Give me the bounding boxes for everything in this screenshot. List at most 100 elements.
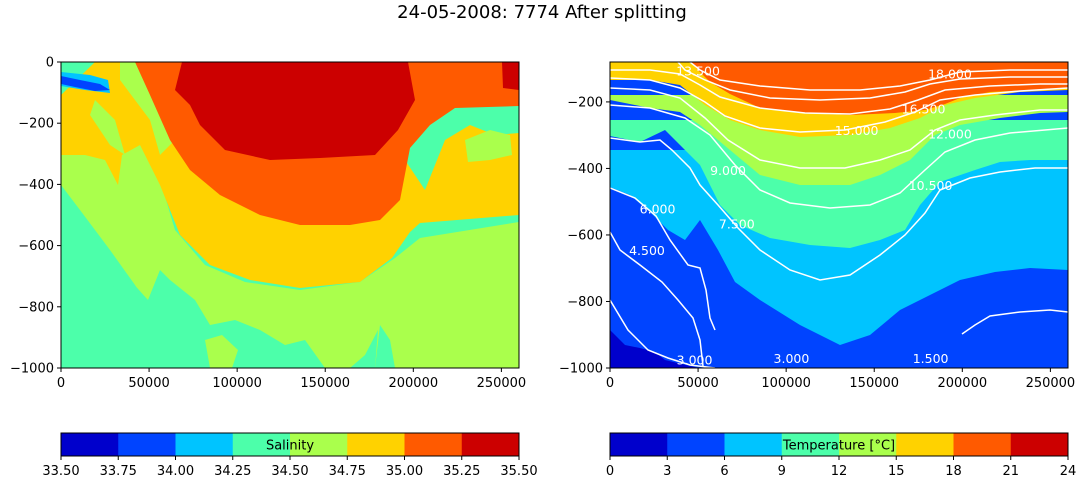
colorbar-segment bbox=[461, 433, 520, 456]
colorbar-tick-label: 33.50 bbox=[42, 464, 79, 479]
isotherm-4.5 bbox=[610, 231, 704, 367]
isotherm-18-a bbox=[689, 62, 1068, 91]
isotherm-10.5 bbox=[610, 87, 1068, 169]
contour-label: 4.500 bbox=[629, 243, 665, 258]
salinity-colorbar: 33.50 33.75 34.00 34.25 34.50 34.75 35.00 35.25… bbox=[42, 432, 538, 479]
colorbar-tick-label: 34.00 bbox=[157, 464, 194, 479]
x-tick-label: 250000 bbox=[1026, 376, 1076, 391]
contour-label: 3.000 bbox=[677, 353, 713, 368]
colorbar-tick-label: 34.25 bbox=[214, 464, 251, 479]
temperature-plot: 3.000 3.000 1.500 4.500 6.000 7.500 9.000 10.50… bbox=[559, 61, 1075, 391]
colorbar-tick-label: 34.75 bbox=[329, 464, 366, 479]
contour-label: 1.500 bbox=[913, 351, 949, 366]
colorbar-segment bbox=[404, 433, 463, 456]
y-tick-label: −1000 bbox=[559, 362, 603, 377]
isotherm-6 bbox=[610, 187, 716, 331]
y-tick-label: −800 bbox=[18, 300, 54, 315]
colorbar-tick-label: 0 bbox=[606, 464, 614, 479]
contour-label: 15.000 bbox=[835, 123, 879, 138]
salinity-plot: 0 50000 100000 150000 200000 250000 0 −200 −400 −… bbox=[10, 56, 526, 392]
contour-label: 18.000 bbox=[928, 67, 972, 82]
isotherm-12 bbox=[610, 77, 1068, 133]
colorbar-tick-label: 15 bbox=[888, 464, 905, 479]
colorbar-label: Temperature [°C] bbox=[782, 439, 895, 454]
salinity-band-34.25-34.50-east bbox=[375, 325, 395, 368]
y-tick-label: 0 bbox=[46, 56, 54, 71]
colorbar-tick-label: 34.50 bbox=[271, 464, 308, 479]
salinity-band-34.25-34.50-west bbox=[61, 185, 150, 318]
colorbar-segment bbox=[1010, 433, 1069, 456]
colorbar-segment bbox=[839, 433, 897, 456]
contour-label: 6.000 bbox=[640, 201, 676, 216]
temperature-contour-labels: 3.000 3.000 1.500 4.500 6.000 7.500 9.000 10.50… bbox=[629, 63, 972, 367]
x-tick-label: 100000 bbox=[212, 376, 262, 391]
contour-label: 13.500 bbox=[676, 63, 720, 78]
isotherm-18-b bbox=[961, 309, 1068, 335]
temperature-band-12-15 bbox=[610, 95, 1068, 185]
colorbar-tick-label: 35.50 bbox=[500, 464, 537, 479]
salinity-band-34.50-34.75 bbox=[61, 95, 519, 368]
colorbar-segment bbox=[667, 433, 725, 456]
y-tick-label: −400 bbox=[18, 178, 54, 193]
temperature-axes: 0 50000 100000 150000 200000 250000 −200 −400 −6… bbox=[559, 95, 1075, 391]
x-tick-label: 0 bbox=[606, 376, 614, 391]
y-tick-label: −400 bbox=[567, 162, 603, 177]
colorbar-segment bbox=[896, 433, 954, 456]
colorbar-tick-label: 21 bbox=[1002, 464, 1019, 479]
salinity-band-34.50-34.75-patch bbox=[205, 335, 238, 368]
colorbar-tick-label: 33.75 bbox=[100, 464, 137, 479]
contour-label: 10.500 bbox=[909, 178, 953, 193]
temperature-band-0-3 bbox=[610, 330, 700, 368]
contour-label: 9.000 bbox=[710, 163, 746, 178]
salinity-field bbox=[61, 62, 519, 368]
salinity-band-34.50-34.75-east-patch bbox=[465, 130, 512, 162]
salinity-band-34.50-34.75-gap bbox=[90, 100, 125, 155]
colorbar-segment bbox=[175, 433, 234, 456]
colorbar-segment bbox=[61, 433, 119, 456]
isotherm-3 bbox=[610, 299, 716, 368]
colorbar-tick-label: 35.25 bbox=[443, 464, 480, 479]
x-tick-label: 50000 bbox=[128, 376, 169, 391]
contour-label: 12.000 bbox=[928, 127, 972, 142]
salinity-band-33.75-34.00 bbox=[61, 76, 110, 91]
y-tick-label: −600 bbox=[567, 228, 603, 243]
contour-label: 3.000 bbox=[774, 351, 810, 366]
colorbar-tick-label: 9 bbox=[778, 464, 786, 479]
colorbar-segment bbox=[347, 433, 405, 456]
x-tick-label: 200000 bbox=[388, 376, 438, 391]
isotherm-16.5 bbox=[677, 62, 1068, 101]
y-tick-label: −200 bbox=[567, 95, 603, 110]
salinity-band-34.50-34.75-north bbox=[120, 62, 180, 155]
colorbar-segment bbox=[290, 433, 348, 456]
temperature-contour-lines bbox=[610, 62, 1068, 368]
colorbar-tick-label: 12 bbox=[831, 464, 848, 479]
y-tick-label: −200 bbox=[18, 117, 54, 132]
y-tick-label: −1000 bbox=[10, 362, 54, 377]
x-tick-label: 0 bbox=[57, 376, 65, 391]
contour-label: 7.500 bbox=[719, 216, 755, 231]
y-tick-label: −600 bbox=[18, 239, 54, 254]
x-tick-label: 250000 bbox=[477, 376, 527, 391]
y-tick-label: −800 bbox=[567, 295, 603, 310]
colorbar-tick-label: 24 bbox=[1060, 464, 1077, 479]
colorbar-segment bbox=[232, 433, 291, 456]
x-tick-label: 150000 bbox=[300, 376, 350, 391]
isotherm-15 bbox=[610, 69, 1068, 115]
colorbar-tick-label: 6 bbox=[720, 464, 728, 479]
colorbar-segment bbox=[118, 433, 176, 456]
x-tick-label: 50000 bbox=[677, 376, 718, 391]
colorbar-tick-label: 18 bbox=[945, 464, 962, 479]
isotherm-9 bbox=[610, 104, 1068, 209]
temperature-field: 3.000 3.000 1.500 4.500 6.000 7.500 9.000 10.50… bbox=[610, 62, 1068, 368]
x-tick-label: 150000 bbox=[849, 376, 899, 391]
salinity-band-35.25-35.50-east bbox=[502, 62, 519, 90]
figure-title: 24-05-2008: 7774 After splitting bbox=[397, 2, 687, 23]
x-tick-label: 100000 bbox=[761, 376, 811, 391]
isotherm-7.5 bbox=[610, 137, 1068, 281]
x-tick-label: 200000 bbox=[937, 376, 987, 391]
colorbar-tick-label: 35.00 bbox=[386, 464, 423, 479]
colorbar-segment bbox=[610, 433, 668, 456]
salinity-axes-frame bbox=[60, 61, 520, 369]
colorbar-segment bbox=[953, 433, 1012, 456]
salinity-axes: 0 50000 100000 150000 200000 250000 0 −200 −400 −… bbox=[10, 56, 526, 392]
